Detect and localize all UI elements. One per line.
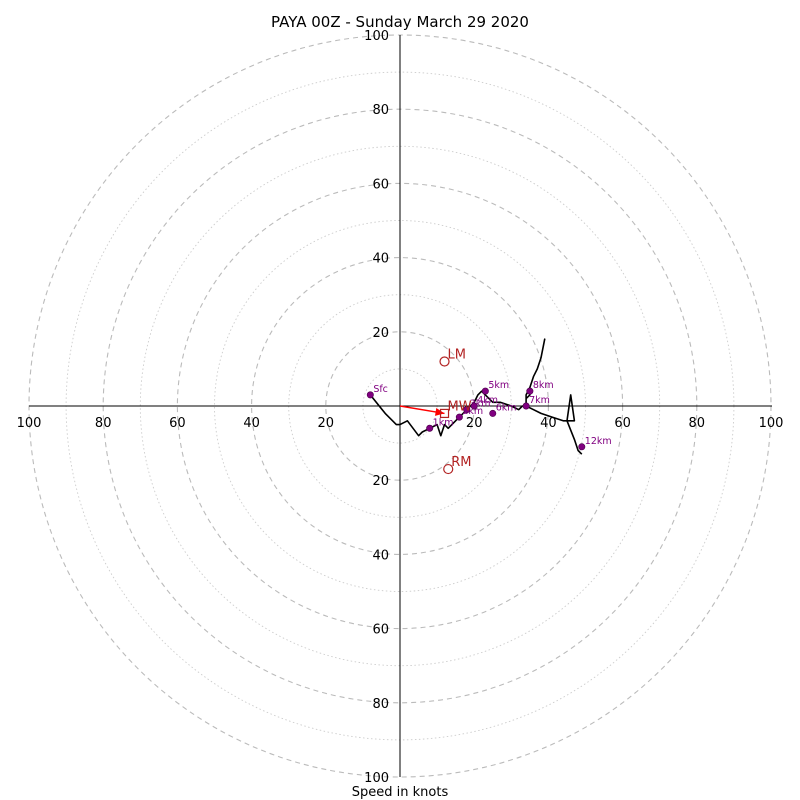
- height-marker-label: 12km: [585, 436, 612, 447]
- shear-arrowhead: [434, 407, 445, 416]
- x-tick-label: 20: [318, 416, 335, 431]
- x-tick-label: 80: [689, 416, 706, 431]
- height-marker: [455, 413, 463, 421]
- x-axis-label: Speed in knots: [352, 785, 449, 800]
- height-marker-label: 2km: [462, 406, 483, 417]
- storm-motion-marker: [439, 356, 450, 367]
- storm-motion-marker: [439, 408, 450, 419]
- y-tick-label: 20: [372, 326, 389, 341]
- height-marker: [526, 387, 534, 395]
- height-marker-label: 8km: [533, 380, 554, 391]
- hodograph-line: [369, 338, 583, 455]
- height-marker: [481, 387, 489, 395]
- y-tick-label: 40: [372, 548, 389, 563]
- y-tick-label: 80: [372, 103, 389, 118]
- height-marker-label: 4km: [477, 395, 498, 406]
- storm-motion-label: MW: [448, 399, 472, 414]
- x-tick-label: 40: [540, 416, 557, 431]
- y-tick-label: 60: [372, 623, 389, 638]
- tick-labels: 100 80 60 40 20 20 40 60 80 100 100 80 60 40 20 20 40 60 8…: [17, 29, 784, 786]
- y-tick-label: 100: [364, 771, 389, 786]
- height-marker: [578, 443, 586, 451]
- x-tick-label: 80: [95, 416, 112, 431]
- y-tick-label: 40: [372, 252, 389, 267]
- storm-motion-label: RM: [451, 455, 471, 470]
- height-marker-label: Sfc: [373, 384, 388, 395]
- x-tick-label: 100: [17, 416, 42, 431]
- height-marker-label: 3km: [470, 399, 491, 410]
- chart-title: PAYA 00Z - Sunday March 29 2020: [271, 13, 529, 31]
- height-marker-label: 7km: [529, 395, 550, 406]
- height-marker-label: 1km: [433, 417, 454, 428]
- height-marker: [426, 424, 434, 432]
- height-marker: [366, 391, 374, 399]
- storm-motion-label: LM: [448, 347, 466, 362]
- x-tick-label: 40: [243, 416, 260, 431]
- y-tick-label: 100: [364, 29, 389, 44]
- x-tick-label: 60: [169, 416, 186, 431]
- height-marker: [463, 406, 471, 414]
- y-tick-label: 80: [372, 697, 389, 712]
- y-tick-label: 60: [372, 177, 389, 192]
- x-tick-label: 20: [466, 416, 483, 431]
- height-marker: [470, 402, 478, 410]
- x-tick-label: 60: [614, 416, 631, 431]
- height-marker: [489, 409, 497, 417]
- y-tick-label: 20: [372, 474, 389, 489]
- height-marker-label: 6km: [496, 402, 517, 413]
- storm-motion-marker: [443, 463, 454, 475]
- height-marker: [522, 402, 530, 410]
- x-tick-label: 100: [759, 416, 784, 431]
- height-marker-label: 5km: [488, 380, 509, 391]
